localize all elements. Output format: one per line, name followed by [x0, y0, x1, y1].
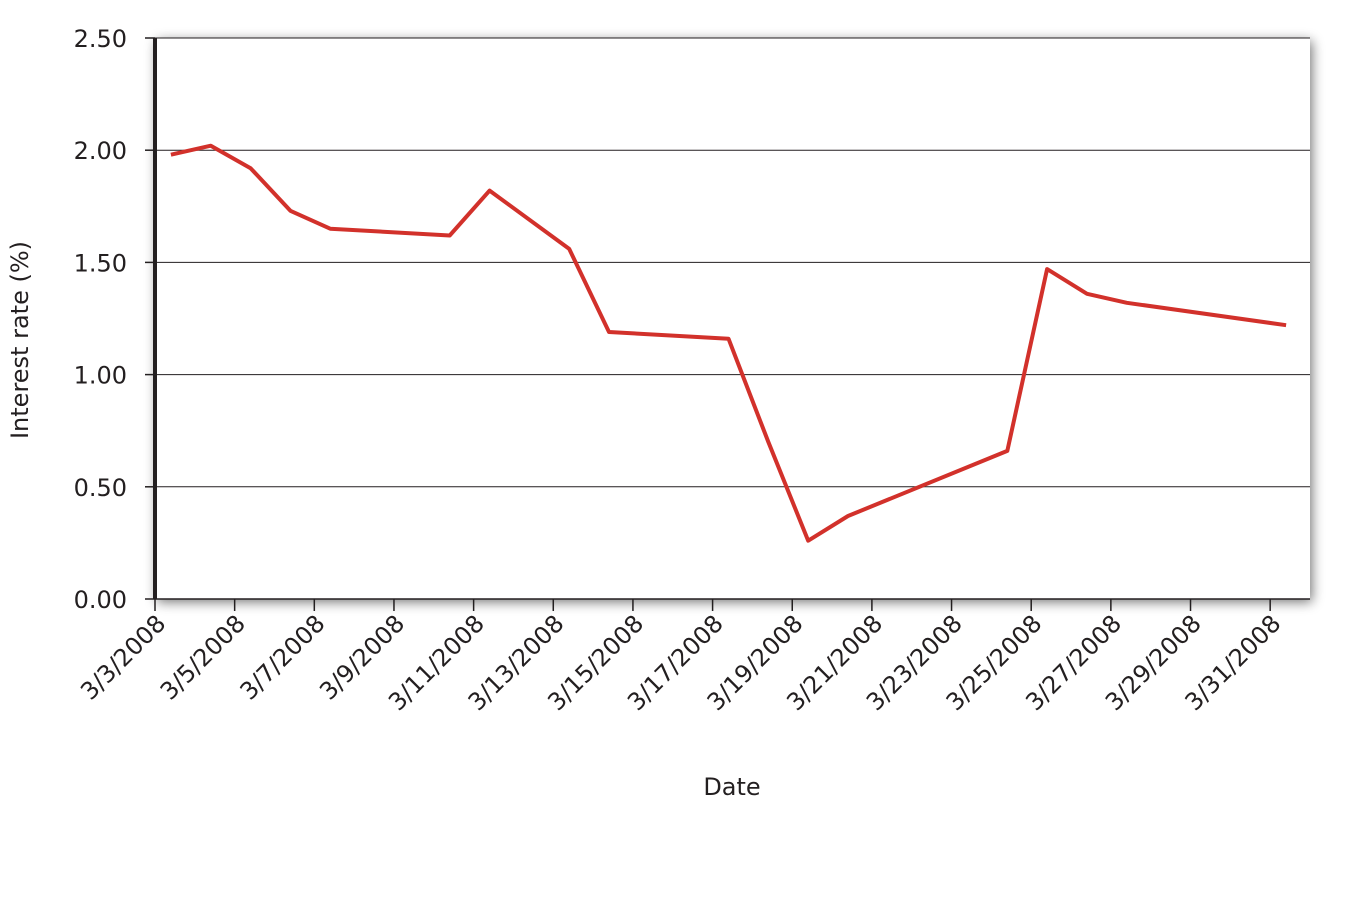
- y-tick-label: 1.50: [74, 249, 127, 277]
- y-tick-label: 2.50: [74, 25, 127, 53]
- x-tick-label: 3/5/2008: [155, 609, 251, 705]
- y-tick-label: 2.00: [74, 137, 127, 165]
- y-axis-title: Interest rate (%): [6, 241, 34, 439]
- y-tick-label: 1.00: [74, 362, 127, 390]
- line-series: [170, 143, 1287, 543]
- y-tick-label: 0.50: [74, 474, 127, 502]
- x-tick-label: 3/3/2008: [75, 609, 171, 705]
- x-axis-title: Date: [703, 773, 760, 801]
- y-tick-label: 0.00: [74, 586, 127, 614]
- x-tick-label: 3/7/2008: [235, 609, 331, 705]
- plot-area: [155, 38, 1310, 599]
